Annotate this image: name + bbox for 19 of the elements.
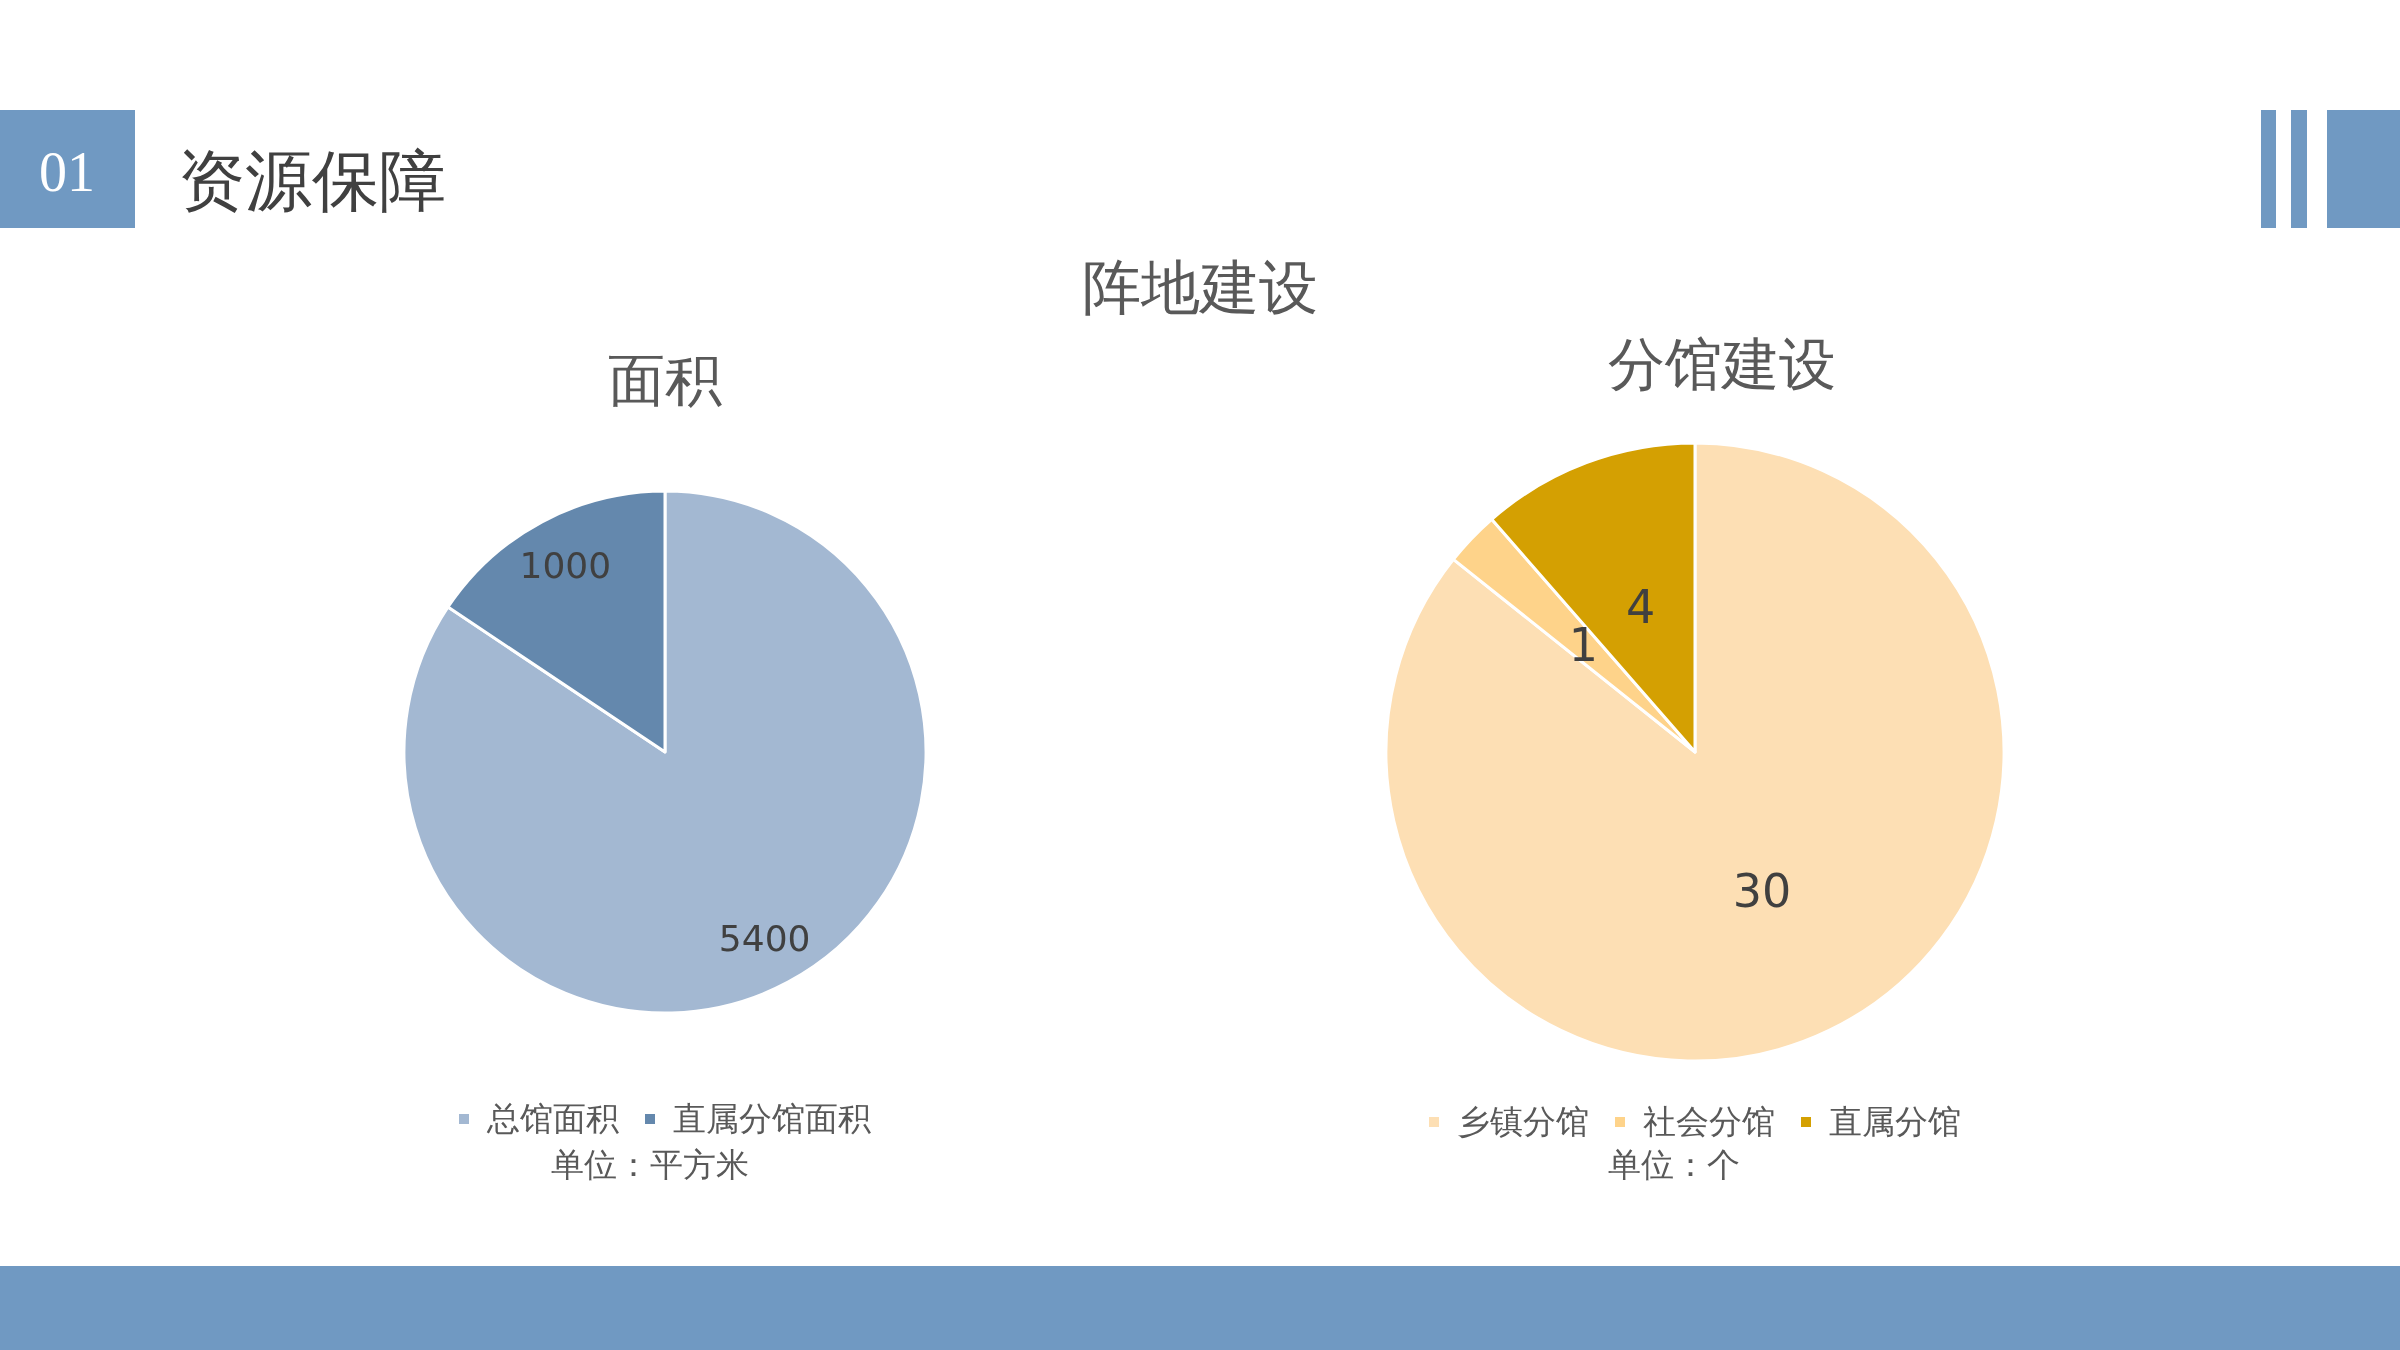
legend-label: 乡镇分馆 (1457, 1104, 1589, 1140)
text: 01 (39, 141, 95, 203)
text: 单位：平方米 (551, 1147, 749, 1183)
legend-label: 社会分馆 (1643, 1104, 1775, 1140)
text: 阵地建设 (1082, 255, 1318, 321)
data-label: 30 (1732, 864, 1792, 919)
data-label: 1 (1568, 618, 1598, 673)
legend-label: 总馆面积 (486, 1101, 619, 1137)
data-label: 4 (1626, 580, 1656, 635)
text: 资源保障 (178, 144, 446, 218)
chart-title: 面积 (608, 348, 722, 412)
legend-label: 直属分馆面积 (673, 1101, 871, 1137)
chart-title: 分馆建设 (1608, 332, 1836, 396)
pie-slice (1384, 441, 2006, 1062)
legend-label: 直属分馆 (1829, 1104, 1961, 1140)
data-label: 5400 (718, 917, 811, 959)
pie-slice (402, 489, 928, 1015)
data-label: 1000 (519, 545, 612, 587)
text: 单位：个 (1608, 1147, 1740, 1183)
